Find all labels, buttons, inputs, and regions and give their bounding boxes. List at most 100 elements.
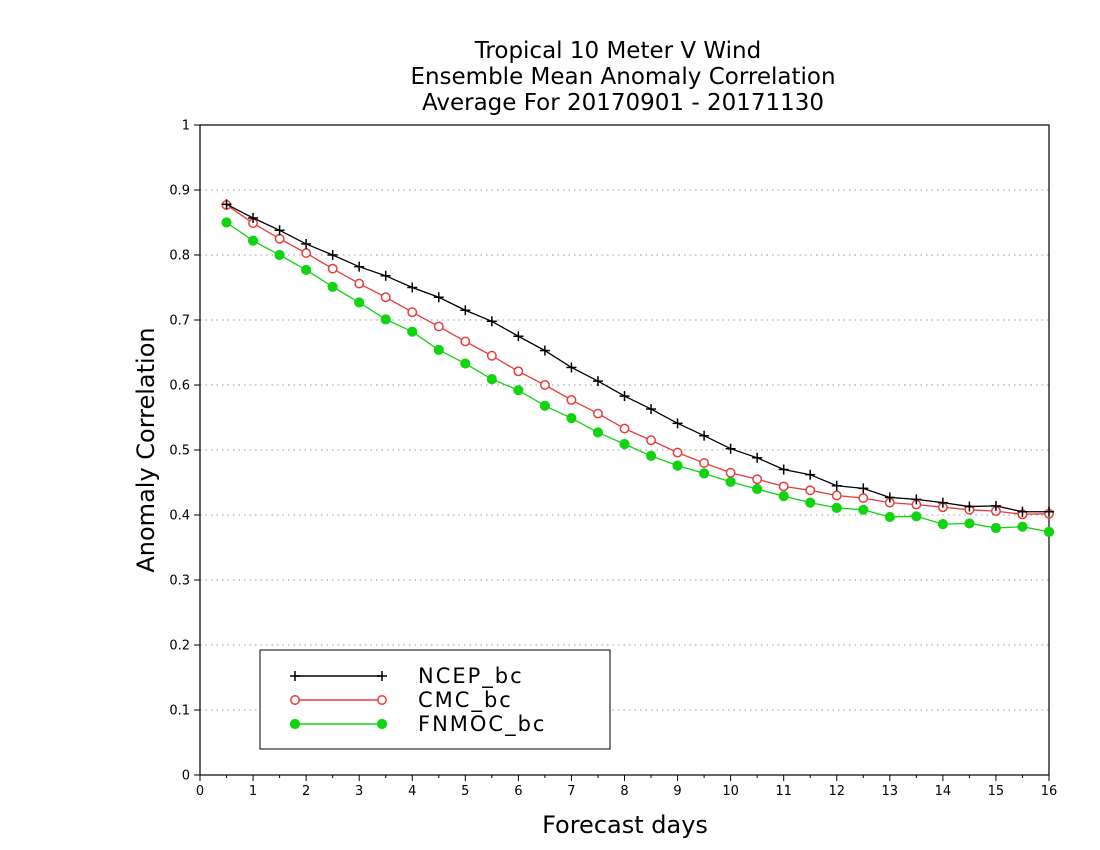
x-tick-label: 16 [1041,784,1058,799]
series-fnmoc-bc [221,217,1055,538]
series-line [226,221,1050,533]
data-point [290,671,300,681]
x-tick-label: 12 [828,784,845,799]
legend-entry-fnmoc-bc: FNMOC_bc [289,712,546,737]
data-point [778,481,789,492]
data-point [376,718,388,730]
legend-label: NCEP_bc [418,664,524,689]
data-point [858,493,869,504]
data-point [301,238,312,249]
x-tick-label: 4 [408,784,416,799]
data-point [725,467,736,478]
title-line-1: Tropical 10 Meter V Wind [474,38,761,64]
data-point [725,443,736,454]
data-point [433,344,444,355]
data-point [380,292,391,303]
y-tick-label: 0.8 [169,249,190,264]
x-tick-label: 15 [988,784,1005,799]
data-point [486,316,497,327]
data-point [221,199,232,210]
x-tick-label: 10 [722,784,739,799]
data-point [619,439,630,450]
x-tick-label: 9 [673,784,681,799]
data-point [964,501,975,512]
data-point [354,261,365,272]
data-point [1043,526,1055,538]
data-point [805,497,816,508]
data-point [619,423,630,434]
data-point [247,235,259,246]
data-point [289,718,301,730]
data-point [805,469,816,480]
data-point [699,430,710,441]
data-point [327,281,338,292]
y-tick-label: 0.6 [169,379,190,394]
series-line [226,204,1050,516]
data-point [566,413,577,424]
legend-entry-cmc-bc: CMC_bc [290,688,513,713]
x-tick-label: 5 [461,784,469,799]
data-point [377,695,387,705]
data-point [327,263,338,274]
data-point [377,671,387,681]
y-tick-label: 0.3 [169,574,190,589]
data-point [937,497,948,508]
data-point [858,504,869,515]
data-point [619,391,630,402]
x-tick-label: 8 [620,784,628,799]
y-tick-label: 0.4 [169,509,190,524]
title-line-2: Ensemble Mean Anomaly Correlation [410,64,835,90]
y-axis-label: Anomaly Correlation [132,327,160,572]
x-tick-label: 3 [355,784,363,799]
legend-label: CMC_bc [418,688,513,713]
data-point [539,400,551,411]
series-ncep-bc [221,199,1054,517]
data-point [858,483,869,494]
data-point [752,483,763,495]
data-series [221,199,1055,538]
data-point [301,264,312,276]
data-point [990,522,1002,534]
series-line [226,203,1049,513]
y-tick-label: 0 [182,769,190,784]
data-point [290,695,300,705]
x-tick-label: 14 [935,784,952,799]
data-point [725,476,736,487]
y-tick-label: 0.1 [169,704,190,719]
data-point [327,250,338,260]
data-point [460,305,471,316]
data-point [460,336,471,347]
data-point [593,408,603,419]
data-point [539,380,550,390]
data-point [884,511,895,523]
data-point [407,282,418,293]
data-point [380,314,391,325]
data-point [1017,506,1028,517]
data-point [752,474,763,485]
chart-title: Tropical 10 Meter V Wind Ensemble Mean A… [410,38,835,116]
data-point [805,485,816,496]
data-point [937,519,948,530]
x-tick-label: 1 [249,784,257,799]
data-point [672,418,683,429]
data-point [831,490,842,501]
x-tick-label: 2 [302,784,310,799]
data-point [672,447,683,458]
data-point [380,270,391,281]
data-point [592,427,604,438]
data-point [539,345,550,356]
data-point [698,468,710,479]
title-line-3: Average For 20170901 - 20171130 [422,90,824,116]
y-tick-label: 0.5 [169,444,190,459]
data-point [460,358,471,369]
x-tick-label: 0 [196,784,204,799]
data-point [990,500,1001,511]
x-tick-label: 11 [775,784,792,799]
data-point [1044,506,1054,517]
data-point [964,518,975,529]
data-point [486,350,497,361]
legend-label: FNMOC_bc [418,712,546,737]
x-axis-label: Forecast days [542,811,708,839]
